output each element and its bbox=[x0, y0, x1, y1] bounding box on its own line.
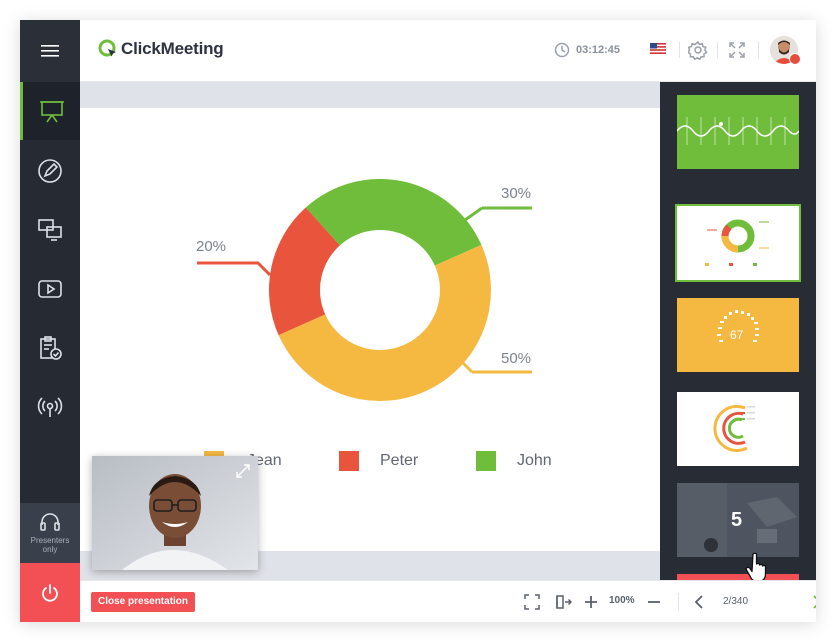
next-slide-icon[interactable] bbox=[807, 593, 816, 611]
legend-label-john: John bbox=[517, 452, 552, 469]
avatar-settings-badge bbox=[789, 53, 801, 65]
thumbnail-graphic bbox=[717, 310, 759, 342]
presenters-only-label: Presenters only bbox=[30, 536, 70, 554]
expand-video-icon[interactable] bbox=[235, 463, 251, 479]
callout-connector bbox=[456, 356, 474, 374]
presentation-icon bbox=[39, 101, 64, 123]
slide-thumbnail[interactable] bbox=[677, 95, 799, 169]
logo-text: ClickMeeting bbox=[121, 39, 224, 58]
page-indicator: 2/340 bbox=[723, 596, 749, 607]
presenter-video-image bbox=[92, 456, 258, 570]
logo: ClickMeeting bbox=[98, 39, 224, 59]
zoom-in-icon[interactable] bbox=[582, 593, 600, 611]
thumbnail-number: 5 bbox=[731, 509, 743, 531]
exit-fit-icon[interactable] bbox=[554, 593, 572, 611]
toolbar-separator bbox=[678, 593, 679, 611]
clipboard-check-icon bbox=[40, 336, 62, 360]
sidebar-item-screen-sharing[interactable] bbox=[20, 201, 80, 259]
clock-icon bbox=[554, 42, 570, 58]
timer-value: 03:12:45 bbox=[576, 44, 621, 56]
sidebar-item-presentation[interactable] bbox=[20, 82, 80, 140]
sidebar-item-whiteboard[interactable] bbox=[20, 142, 80, 200]
sidebar-item-video[interactable] bbox=[20, 260, 80, 318]
menu-button[interactable] bbox=[20, 20, 80, 82]
left-sidebar: Presenters only bbox=[20, 20, 80, 622]
hand-cursor-icon bbox=[745, 552, 767, 580]
zoom-level: 100% bbox=[609, 595, 635, 606]
legend-label-peter: Peter bbox=[380, 452, 419, 469]
fit-screen-icon[interactable] bbox=[523, 593, 541, 611]
slide-thumbnail[interactable] bbox=[677, 574, 799, 580]
slide-thumbnail[interactable] bbox=[677, 392, 799, 466]
header-separator bbox=[717, 42, 718, 58]
donut-slice-john bbox=[305, 179, 482, 266]
zoom-out-icon[interactable] bbox=[645, 593, 663, 611]
top-header: ClickMeeting 03:12:45 bbox=[80, 20, 816, 82]
slide-thumbnail-selected[interactable] bbox=[675, 204, 801, 282]
callout-label-peter: 20% bbox=[196, 238, 227, 255]
sidebar-item-broadcast[interactable] bbox=[20, 378, 80, 436]
clickmeeting-logo-icon bbox=[98, 39, 116, 57]
broadcast-icon bbox=[37, 397, 63, 417]
donut-slice-peter bbox=[269, 207, 340, 336]
power-icon bbox=[42, 583, 58, 602]
legend-swatch-peter bbox=[339, 451, 359, 471]
thumbnail-graphic bbox=[677, 117, 799, 145]
leave-button[interactable] bbox=[20, 563, 80, 622]
app-window: Presenters only ClickMeeting 03:12:45 20… bbox=[20, 20, 816, 622]
thumbnail-graphic bbox=[713, 404, 755, 452]
thumbnail-graphic bbox=[705, 219, 769, 266]
legend-swatch-john bbox=[476, 451, 496, 471]
slide-thumbnails-panel: 67 5 bbox=[660, 82, 816, 580]
donut-slice-jean bbox=[278, 244, 491, 401]
callout-line-peter bbox=[197, 261, 272, 277]
bottom-toolbar: Close presentation 100% 2/340 bbox=[80, 580, 816, 622]
callout-label-john: 30% bbox=[501, 185, 532, 202]
us-flag-icon[interactable] bbox=[650, 43, 666, 54]
fullscreen-icon[interactable] bbox=[727, 40, 747, 60]
close-presentation-button[interactable]: Close presentation bbox=[91, 592, 196, 612]
headset-icon bbox=[40, 513, 60, 531]
hamburger-icon bbox=[41, 45, 59, 57]
gear-icon[interactable] bbox=[688, 40, 708, 60]
header-separator bbox=[679, 42, 680, 58]
slide-thumbnail[interactable]: 67 bbox=[677, 298, 799, 372]
presenters-only-toggle[interactable]: Presenters only bbox=[20, 503, 80, 563]
slide-thumbnail[interactable]: 5 bbox=[677, 483, 799, 557]
callout-connector bbox=[464, 206, 483, 222]
sidebar-item-tests[interactable] bbox=[20, 319, 80, 377]
screen-share-icon bbox=[38, 219, 62, 241]
thumbnail-number: 67 bbox=[730, 328, 744, 342]
callout-label-jean: 50% bbox=[501, 350, 532, 367]
previous-slide-icon[interactable] bbox=[691, 593, 709, 611]
presenter-video[interactable] bbox=[92, 456, 258, 570]
donut-chart bbox=[197, 179, 532, 401]
thumbnail-graphic bbox=[677, 483, 799, 557]
pencil-icon bbox=[38, 159, 62, 183]
header-separator bbox=[758, 42, 759, 58]
play-icon bbox=[38, 280, 62, 298]
meeting-timer: 03:12:45 bbox=[554, 42, 620, 58]
